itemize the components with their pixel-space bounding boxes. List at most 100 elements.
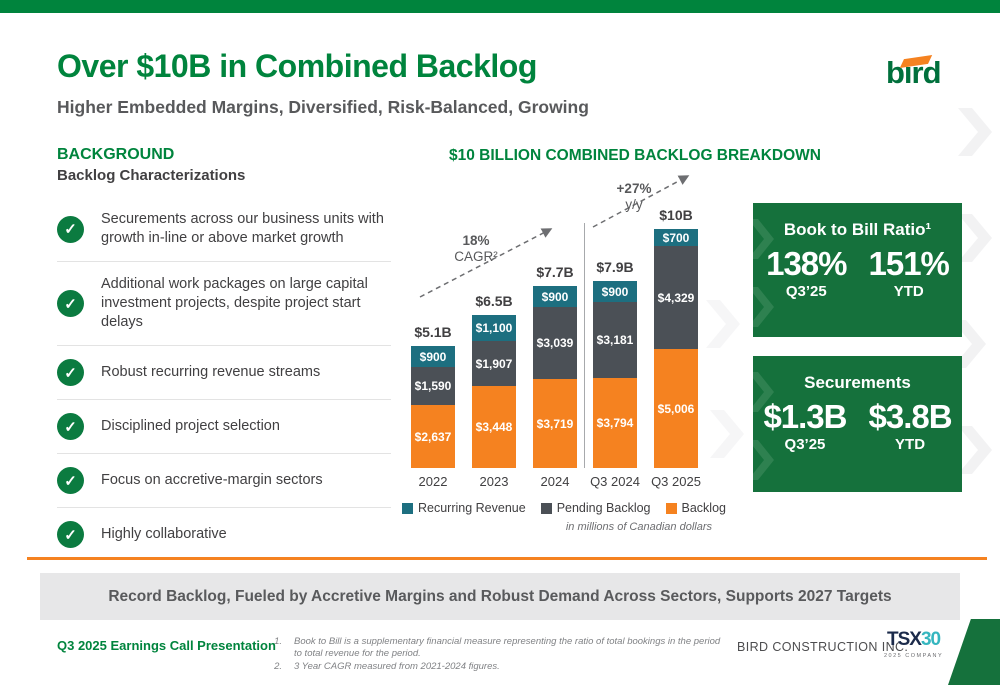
bullet-text: Disciplined project selection <box>101 418 280 434</box>
bar-segment: $2,637 <box>411 405 455 468</box>
footnote: 1. Book to Bill is a supplementary finan… <box>268 636 730 660</box>
x-axis-label: Q3 2024 <box>590 474 640 489</box>
chart-units-note: in millions of Canadian dollars <box>565 521 712 533</box>
page-title: Over $10B in Combined Backlog <box>57 48 537 84</box>
stat-heading: Securements <box>804 373 911 392</box>
bar-segment: $900 <box>411 346 455 367</box>
legend-label: Recurring Revenue <box>417 501 526 515</box>
checkmark-icon: ✓ <box>57 413 84 440</box>
stacked-bar: $3,448 $1,907 $1,100 $6.5B <box>472 293 516 468</box>
box-chevron-icon <box>753 372 774 480</box>
bar-segment: $1,907 <box>472 341 516 386</box>
checkmark-icon: ✓ <box>57 521 84 548</box>
bar-segment: $1,590 <box>411 367 455 405</box>
footnote: 2. 3 Year CAGR measured from 2021-2024 f… <box>268 661 730 673</box>
legend-label: Pending Backlog <box>556 501 651 515</box>
stat-value: $3.8B <box>868 398 953 435</box>
bar-total-label: $10B <box>659 207 693 223</box>
stacked-bar: $5,006 $4,329 $700 $10B <box>654 207 698 468</box>
list-item: ✓ Robust recurring revenue streams <box>57 345 391 399</box>
bar-segment: $3,448 <box>472 386 516 468</box>
stat-col: 151% YTD <box>868 245 950 301</box>
footnotes: 1. Book to Bill is a supplementary finan… <box>268 636 730 674</box>
bar-segment: $900 <box>533 286 577 307</box>
stat-value: 138% <box>766 245 847 282</box>
bar-total-label: $7.9B <box>596 259 634 275</box>
stat-label: YTD <box>895 436 926 453</box>
bar-total-label: $6.5B <box>475 293 513 309</box>
checkmark-icon: ✓ <box>57 359 84 386</box>
checkmark-icon: ✓ <box>57 467 84 494</box>
trend-arrows-icon <box>419 175 690 298</box>
divider-orange-line <box>27 557 987 560</box>
cagr-label: CAGR² <box>454 249 498 264</box>
checkmark-icon: ✓ <box>57 290 84 317</box>
chart-legend: Recurring Revenue Pending Backlog Backlog <box>398 501 730 515</box>
bar-segment: $4,329 <box>654 246 698 349</box>
bar-segment: $1,100 <box>472 315 516 341</box>
legend-swatch <box>665 502 677 514</box>
list-item: ✓ Focus on accretive-margin sectors <box>57 453 391 507</box>
bar-segment: $3,039 <box>533 307 577 379</box>
bar-segment: $3,181 <box>593 302 637 378</box>
yoy-label: y/y <box>625 197 643 212</box>
yoy-annotation: +27% y/y <box>608 181 660 213</box>
x-axis-label: 2023 <box>479 474 509 489</box>
checkmark-icon: ✓ <box>57 215 84 243</box>
list-item: ✓ Additional work packages on large capi… <box>57 261 391 345</box>
tsx-text: TSX <box>887 629 922 650</box>
background-subheading: Backlog Characterizations <box>57 167 246 184</box>
stat-label: Q3’25 <box>784 436 826 453</box>
bar-segment: $700 <box>654 229 698 246</box>
tsx-30-text: 30 <box>920 629 941 650</box>
legend-item: Backlog <box>665 501 726 515</box>
stat-label: Q3’25 <box>785 283 827 300</box>
footnote-number: 1. <box>274 636 282 647</box>
stat-col: $3.8B YTD <box>868 398 953 454</box>
yoy-value: +27% <box>616 181 652 196</box>
stat-heading: Book to Bill Ratio¹ <box>783 220 932 239</box>
bar-segment: $3,794 <box>593 378 637 468</box>
legend-item: Recurring Revenue <box>401 501 526 515</box>
cagr-value: 18% <box>462 233 490 248</box>
stat-col: 138% Q3’25 <box>766 245 847 301</box>
page-number-flag <box>948 619 1000 685</box>
stacked-bar: $2,637 $1,590 $900 $5.1B <box>411 324 455 468</box>
bar-total-label: $5.1B <box>414 324 452 340</box>
list-item: ✓ Securements across our business units … <box>57 197 391 261</box>
footnote-number: 2. <box>274 661 282 672</box>
box-chevron-icon <box>753 219 774 327</box>
tsx-sub-text: 2025 COMPANY <box>884 653 944 659</box>
legend-swatch <box>540 502 552 514</box>
annual-quarterly-divider <box>584 223 585 468</box>
stat-value: $1.3B <box>763 398 847 435</box>
bullet-text: Securements across our business units wi… <box>101 211 384 246</box>
legend-label: Backlog <box>681 501 726 515</box>
background-bullet-list: ✓ Securements across our business units … <box>57 197 391 561</box>
top-accent-bar <box>0 0 1000 13</box>
bullet-text: Focus on accretive-margin sectors <box>101 472 323 488</box>
legend-item: Pending Backlog <box>540 501 651 515</box>
bar-segment: $900 <box>593 281 637 302</box>
chart-x-axis: 2022 2023 2024 Q3 2024 Q3 2025 <box>405 474 740 492</box>
footnote-text: 3 Year CAGR measured from 2021-2024 figu… <box>294 661 500 672</box>
list-item: ✓ Disciplined project selection <box>57 399 391 453</box>
bar-segment: $3,719 <box>533 379 577 468</box>
background-heading: BACKGROUND <box>57 146 175 163</box>
stat-value: 151% <box>868 245 950 282</box>
bar-segment: $5,006 <box>654 349 698 468</box>
bullet-text: Highly collaborative <box>101 526 227 542</box>
chart-plot: 18% CAGR² +27% y/y $2,637 $1,590 $900 $5.1B… <box>405 145 740 468</box>
chart-title: $10 BILLION COMBINED BACKLOG BREAKDOWN <box>448 147 821 164</box>
company-name: BIRD CONSTRUCTION INC. <box>737 640 909 654</box>
footer-presentation-title: Q3 2025 Earnings Call Presentation <box>57 638 276 653</box>
stacked-bar: $3,719 $3,039 $900 $7.7B <box>533 264 577 468</box>
takeaway-banner: Record Backlog, Fueled by Accretive Marg… <box>40 573 960 620</box>
bird-logo: bırd <box>886 55 956 101</box>
x-axis-label: Q3 2025 <box>651 474 701 489</box>
cagr-annotation: 18% CAGR² <box>441 233 511 265</box>
footnote-text: Book to Bill is a supplementary financia… <box>294 636 721 659</box>
tsx30-logo: TSX30 2025 COMPANY <box>884 629 944 665</box>
bullet-text: Additional work packages on large capita… <box>101 276 368 330</box>
